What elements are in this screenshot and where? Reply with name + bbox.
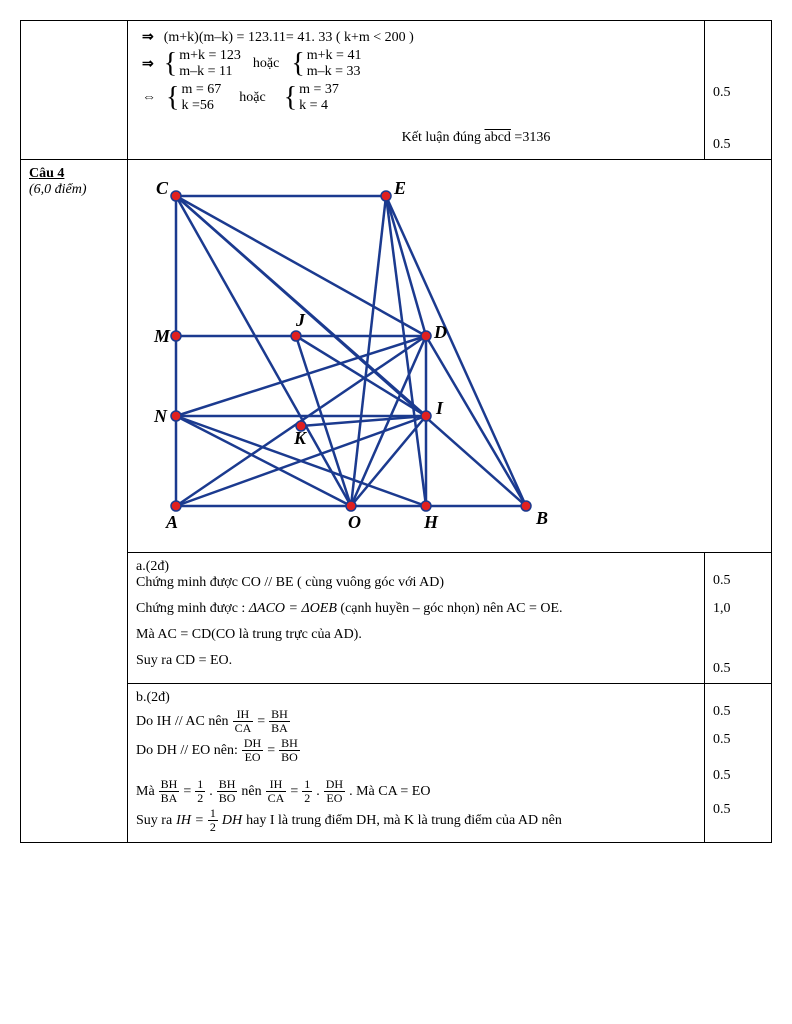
part-a-l2a: Chứng minh được :: [136, 601, 249, 616]
part-a-s3: 0.5: [713, 661, 763, 677]
row-prev-continuation: ⇒ (m+k)(m–k) = 123.11= 41. 33 ( k+m < 20…: [21, 21, 772, 160]
part-b-scores: 0.5 0.5 0.5 0.5: [705, 684, 772, 843]
svg-text:H: H: [423, 512, 439, 532]
part-b-content: b.(2đ) Do IH // AC nên IHCA = BHBA Do DH…: [128, 684, 705, 843]
eq-factorization: ⇒ (m+k)(m–k) = 123.11= 41. 33 ( k+m < 20…: [136, 29, 696, 46]
frac-ih-ca: IHCA: [233, 708, 254, 735]
case1-bot: m–k = 11: [179, 64, 241, 80]
part-b-line3: Mà BHBA = 12 . BHBO nên IHCA = 12 . DHEO…: [136, 778, 696, 805]
sol2-top: m = 37: [299, 82, 339, 98]
hoac-label: hoặc: [253, 56, 279, 72]
prev-content-cell: ⇒ (m+k)(m–k) = 123.11= 41. 33 ( k+m < 20…: [128, 21, 705, 160]
solution-table: ⇒ (m+k)(m–k) = 123.11= 41. 33 ( k+m < 20…: [20, 20, 772, 843]
brace-icon: {: [291, 53, 304, 75]
part-a-scores: 0.5 1,0 0.5: [705, 553, 772, 684]
eq-solutions: ⇔ { m = 67 k =56 hoặc { m = 37 k = 4: [136, 82, 696, 114]
part-b-line4: Suy ra IH = 12 DH hay I là trung điểm DH…: [136, 807, 696, 834]
part-b-s4: 0.5: [713, 802, 763, 818]
eq1-text: (m+k)(m–k) = 123.11= 41. 33 ( k+m < 200 …: [164, 30, 414, 46]
cau4-points: (6,0 điểm): [29, 182, 87, 197]
hoac-label-2: hoặc: [239, 90, 265, 106]
score-05a: 0.5: [713, 85, 763, 101]
case1-brace: { m+k = 123 m–k = 11: [164, 48, 241, 80]
part-b-s2: 0.5: [713, 732, 763, 748]
svg-text:C: C: [156, 178, 169, 198]
sol2-brace: { m = 37 k = 4: [284, 82, 339, 114]
row-part-a: a.(2đ) Chứng minh được CO // BE ( cùng v…: [21, 553, 772, 684]
row-part-b: b.(2đ) Do IH // AC nên IHCA = BHBA Do DH…: [21, 684, 772, 843]
row-cau4-diagram: Câu 4 (6,0 điểm) C E M J D N K I A O H B: [21, 160, 772, 553]
eq-sign: =: [257, 714, 265, 730]
diagram-cell: C E M J D N K I A O H B: [128, 160, 772, 553]
svg-text:E: E: [393, 178, 406, 198]
abcd-overline: abcd: [484, 130, 510, 145]
cau4-label-cell: Câu 4 (6,0 điểm): [21, 160, 128, 843]
conclusion-line: Kết luận đúng abcd =3136: [136, 130, 696, 146]
svg-text:N: N: [153, 406, 168, 426]
part-a-line2: Chứng minh được : ΔACO = ΔOEB (cạnh huyề…: [136, 601, 696, 617]
sol2-bot: k = 4: [299, 98, 339, 114]
frac-bh-bo: BHBO: [279, 737, 300, 764]
part-b-s3: 0.5: [713, 768, 763, 784]
part-a-s1: 0.5: [713, 573, 763, 589]
svg-text:A: A: [165, 512, 178, 532]
frac-bh-ba: BHBA: [269, 708, 290, 735]
conclusion-prefix: Kết luận đúng: [402, 130, 485, 145]
brace-icon: {: [164, 53, 177, 75]
eq-cases: ⇒ { m+k = 123 m–k = 11 hoặc { m+k = 41 m…: [136, 48, 696, 80]
part-b-line1: Do IH // AC nên IHCA = BHBA: [136, 708, 696, 735]
iff-icon: ⇔: [136, 90, 162, 106]
part-a-line3: Mà AC = CD(CO là trung trực của AD).: [136, 627, 696, 643]
sol1-top: m = 67: [181, 82, 221, 98]
svg-text:K: K: [293, 428, 308, 448]
case2-bot: m–k = 33: [307, 64, 362, 80]
part-a-line1: Chứng minh được CO // BE ( cùng vuông gó…: [136, 575, 696, 591]
part-a-l2c: (cạnh huyền – góc nhọn) nên AC = OE.: [340, 601, 562, 616]
part-a-line4: Suy ra CD = EO.: [136, 653, 696, 669]
score-05b: 0.5: [713, 137, 763, 153]
part-b-line2: Do DH // EO nên: DHEO = BHBO: [136, 737, 696, 764]
svg-text:B: B: [535, 508, 548, 528]
implies-icon: ⇒: [136, 29, 160, 46]
part-b-s1: 0.5: [713, 704, 763, 720]
part-a-s2: 1,0: [713, 601, 763, 617]
svg-text:O: O: [348, 512, 361, 532]
prev-label-cell: [21, 21, 128, 160]
implies-icon: ⇒: [136, 56, 160, 73]
svg-text:I: I: [435, 398, 444, 418]
case2-brace: { m+k = 41 m–k = 33: [291, 48, 361, 80]
case2-top: m+k = 41: [307, 48, 362, 64]
brace-icon: {: [284, 87, 297, 109]
part-a-l2b: ΔACO = ΔOEB: [249, 601, 337, 616]
b-l3a: Mà: [136, 784, 155, 800]
svg-text:D: D: [433, 322, 447, 342]
part-a-content: a.(2đ) Chứng minh được CO // BE ( cùng v…: [128, 553, 705, 684]
b-l1a: Do IH // AC nên: [136, 714, 229, 730]
svg-text:M: M: [153, 326, 171, 346]
part-b-header: b.(2đ): [136, 690, 696, 706]
sol1-brace: { m = 67 k =56: [166, 82, 221, 114]
eq-sign2: =: [267, 743, 275, 759]
case1-top: m+k = 123: [179, 48, 241, 64]
part-a-header: a.(2đ): [136, 559, 696, 575]
b-l2a: Do DH // EO nên:: [136, 743, 238, 759]
svg-text:J: J: [295, 310, 306, 330]
brace-icon: {: [166, 87, 179, 109]
prev-score-cell: 0.5 0.5: [705, 21, 772, 160]
geometry-diagram: C E M J D N K I A O H B: [136, 166, 556, 546]
conclusion-value: =3136: [511, 130, 550, 145]
cau4-title: Câu 4: [29, 166, 64, 181]
sol1-bot: k =56: [181, 98, 221, 114]
frac-dh-eo: DHEO: [242, 737, 263, 764]
